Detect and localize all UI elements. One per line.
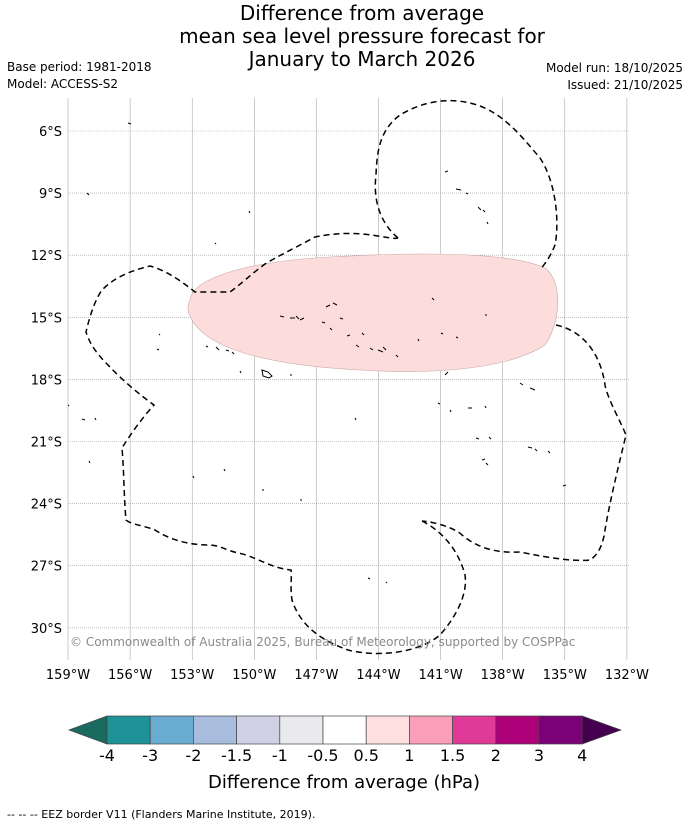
colorbar-swatch	[365, 715, 410, 745]
colorbar-tick: 4	[577, 746, 587, 765]
colorbar-swatch	[322, 715, 367, 745]
island-tahiti	[261, 369, 273, 379]
colorbar-tick: -3	[142, 746, 158, 765]
colorbar-extend-low	[67, 715, 108, 745]
colorbar-tick: -2	[185, 746, 201, 765]
lon-label: 135°W	[543, 668, 587, 683]
colorbar-tick: -4	[99, 746, 115, 765]
colorbar-swatch	[149, 715, 194, 745]
colorbar-swatch	[452, 715, 497, 745]
lat-label: 6°S	[39, 125, 62, 140]
island-marquesas	[444, 170, 489, 225]
lon-labels: 159°W 156°W 153°W 150°W 147°W 144°W 141°W 138°W…	[46, 668, 649, 683]
colorbar-swatch	[236, 715, 281, 745]
colorbar-swatch	[193, 715, 237, 745]
lon-label: 132°W	[605, 668, 649, 683]
model-name: Model: ACCESS-S2	[7, 77, 119, 91]
title-line-1: Difference from average	[239, 1, 485, 25]
lat-label: 15°S	[31, 311, 62, 326]
colorbar-tick: 1.5	[440, 746, 465, 765]
colorbar-tick: 0.5	[353, 746, 378, 765]
eez-border	[85, 99, 627, 655]
colorbar-tick: -1	[272, 746, 288, 765]
colorbar-tick: -0.5	[307, 746, 338, 765]
lon-label: 150°W	[232, 668, 276, 683]
colorbar-tick: 3	[534, 746, 544, 765]
model-run: Model run: 18/10/2025	[545, 61, 683, 75]
island-tuamotu	[321, 302, 399, 358]
lat-label: 9°S	[39, 187, 62, 202]
colorbar-tick: -1.5	[221, 746, 252, 765]
lat-label: 12°S	[31, 249, 62, 264]
issued-date: Issued: 21/10/2025	[567, 78, 683, 92]
meta-left: Base period: 1981-2018 Model: ACCESS-S2	[7, 59, 152, 93]
colorbar-label: Difference from average (hPa)	[208, 772, 480, 793]
title-line-2: mean sea level pressure forecast for	[179, 24, 545, 48]
lon-label: 153°W	[170, 668, 214, 683]
colorbar-swatch	[409, 715, 453, 745]
colorbar-tick-labels: -4 -3 -2 -1.5 -1 -0.5 0.5 1 1.5 2 3 4	[99, 746, 587, 765]
lat-label: 21°S	[31, 436, 62, 451]
lon-label: 138°W	[481, 668, 525, 683]
colorbar-swatch	[279, 715, 324, 745]
colorbar-swatch	[106, 715, 151, 745]
island-austral	[475, 382, 567, 487]
island-outlines	[67, 122, 567, 584]
island-society	[279, 315, 305, 321]
lon-label: 156°W	[108, 668, 152, 683]
map-title: Difference from average mean sea level p…	[0, 2, 690, 71]
colorbar-swatch	[538, 715, 583, 745]
anomaly-region	[187, 253, 559, 372]
lat-label: 24°S	[31, 498, 62, 513]
colorbar-tick: 2	[491, 746, 501, 765]
copyright-text: © Commonwealth of Australia 2025, Bureau…	[70, 635, 575, 649]
lon-label: 159°W	[46, 668, 90, 683]
island-misc	[67, 122, 487, 584]
colorbar-tick: 1	[404, 746, 414, 765]
lat-label: 30°S	[31, 622, 62, 637]
gridlines	[67, 98, 630, 660]
meta-right: Model run: 18/10/2025 Issued: 21/10/2025	[546, 60, 683, 94]
lat-label: 18°S	[31, 373, 62, 388]
lon-label: 141°W	[419, 668, 463, 683]
lon-label: 144°W	[356, 668, 400, 683]
base-period: Base period: 1981-2018	[7, 60, 152, 74]
title-line-3: January to March 2026	[248, 47, 476, 71]
colorbar-swatch	[495, 715, 540, 745]
colorbar	[67, 715, 623, 745]
lon-label: 147°W	[294, 668, 338, 683]
eez-legend-note: -- -- -- EEZ border V11 (Flanders Marine…	[7, 808, 316, 821]
lat-labels: 6°S 9°S 12°S 15°S 18°S 21°S 24°S 27°S 30°S	[31, 125, 62, 637]
colorbar-extend-high	[581, 715, 623, 745]
lat-label: 27°S	[31, 560, 62, 575]
